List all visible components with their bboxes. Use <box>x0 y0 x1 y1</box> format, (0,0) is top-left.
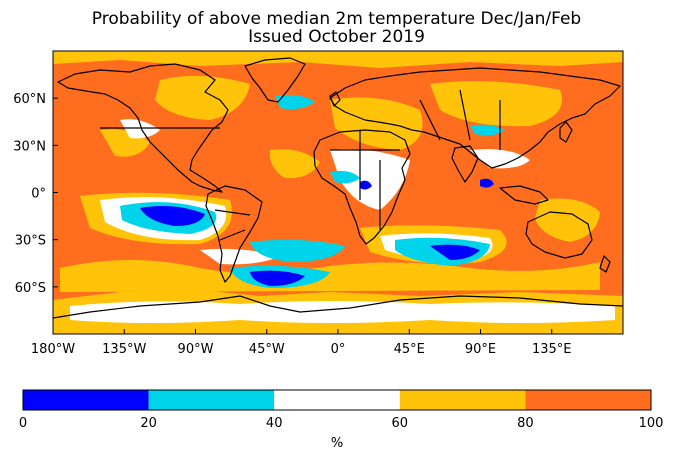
y-ticks: 60°N 30°N 0° 30°S 60°S <box>13 92 58 296</box>
x-ticks: 180°W 135°W 90°W 45°W 0° 45°E 90°E 135°E <box>31 329 572 357</box>
y-tick-label: 60°N <box>13 92 46 107</box>
x-tick-label: 135°W <box>102 342 146 357</box>
colorbar-frame <box>22 389 652 411</box>
colorbar <box>23 390 651 410</box>
x-tick-label: 0° <box>331 342 346 357</box>
colorbar-tick-label: 100 <box>639 416 664 431</box>
colorbar-bin <box>525 390 651 410</box>
map-title: Probability of above median 2m temperatu… <box>91 9 582 29</box>
field-very-low <box>140 178 494 286</box>
y-tick-label: 30°N <box>13 139 46 154</box>
colorbar-bin <box>23 390 149 410</box>
colorbar-tick-label: 0 <box>19 416 27 431</box>
x-tick-label: 90°W <box>178 342 214 357</box>
y-tick-label: 30°S <box>15 234 46 249</box>
x-tick-label: 180°W <box>31 342 75 357</box>
coastlines <box>53 57 623 319</box>
colorbar-tick-label: 60 <box>392 416 409 431</box>
x-tick-label: 135°E <box>532 342 572 357</box>
colorbar-tick-label: 20 <box>140 416 157 431</box>
colorbar-tick-label: 80 <box>517 416 534 431</box>
x-tick-label: 45°E <box>394 342 425 357</box>
y-tick-label: 0° <box>31 187 46 202</box>
x-tick-label: 45°W <box>249 342 285 357</box>
colorbar-bin <box>399 390 526 410</box>
x-tick-label: 90°E <box>465 342 496 357</box>
probability-field <box>53 51 623 334</box>
colorbar-unit: % <box>331 436 343 451</box>
map-subtitle: Issued October 2019 <box>248 27 425 47</box>
colorbar-bin <box>148 390 275 410</box>
colorbar-bin <box>274 390 400 410</box>
y-tick-label: 60°S <box>15 281 46 296</box>
colorbar-tick-label: 40 <box>266 416 283 431</box>
colorbar-ticks: 0 20 40 60 80 100 <box>19 416 664 431</box>
